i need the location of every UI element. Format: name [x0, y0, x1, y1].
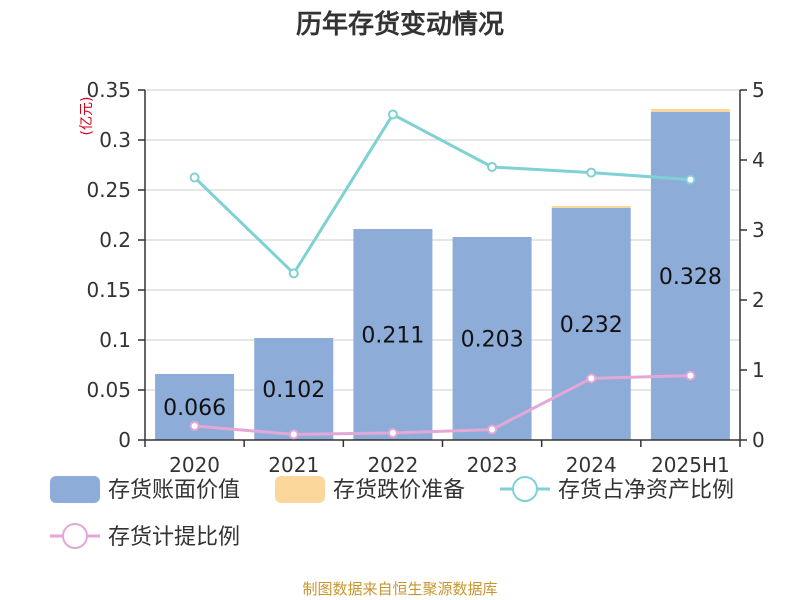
line-point [288, 268, 299, 279]
gridlines [145, 89, 740, 441]
y-left-tick-label: 0.2 [99, 228, 131, 252]
line-point [487, 424, 498, 435]
bar-labels-group: 0.066 0.102 0.211 0.203 0.232 0.328 [163, 265, 722, 421]
y-left-tick-label: 0.3 [99, 128, 131, 152]
bar-book-value [254, 338, 334, 440]
bar-data-label: 0.102 [262, 378, 325, 403]
bar-impairment-reserve [551, 206, 631, 208]
x-tick-label: 2022 [367, 453, 418, 477]
line-point [487, 162, 498, 172]
legend-label: 存货占净资产比例 [558, 478, 734, 503]
x-tick-label: 2021 [268, 453, 319, 477]
y-right-tick-label: 4 [752, 148, 765, 172]
y-right-tick-label: 3 [752, 218, 765, 242]
y-left-tick-label: 0 [118, 428, 131, 452]
bar-data-label: 0.328 [659, 265, 722, 290]
y-right-tick-label: 2 [752, 288, 765, 312]
axes-group: 0 0.05 0.1 0.15 0.2 0.25 0.3 0.35 0 1 2 3 4 5 2020 2021… [86, 78, 764, 477]
line-point [586, 373, 597, 384]
y-left-tick-label: 0.05 [86, 378, 131, 402]
x-tick-label: 2023 [467, 453, 518, 477]
x-tick-label: 2020 [169, 453, 220, 477]
y-left-tick-label: 0.25 [86, 178, 131, 202]
y-left-tick-label: 0.35 [86, 78, 131, 102]
bar-book-value [452, 237, 532, 440]
legend-label: 存货跌价准备 [333, 478, 465, 503]
line-point [387, 428, 398, 438]
source-note: 制图数据来自恒生聚源数据库 [302, 580, 497, 598]
line-inventory-to-net-assets [193, 112, 691, 276]
legend-marker [512, 476, 538, 502]
legend-label: 存货计提比例 [108, 525, 240, 550]
bar-data-label: 0.203 [461, 328, 524, 353]
line-provision-ratio [194, 374, 691, 436]
bar-book-value [353, 229, 433, 440]
y-left-tick-label: 0.1 [99, 328, 131, 352]
legend-marker [62, 523, 88, 549]
chart-title: 历年存货变动情况 [296, 9, 504, 40]
legend-label: 存货账面价值 [108, 478, 240, 503]
bar-book-value [650, 112, 730, 440]
line-point [189, 421, 200, 431]
legend-swatch [275, 476, 325, 503]
y-right-tick-label: 0 [752, 428, 765, 452]
legend-swatch [50, 476, 100, 503]
bar-impairment-reserve [650, 109, 730, 112]
x-tick-label: 2025H1 [651, 453, 730, 477]
line-point [586, 167, 597, 178]
line-point [685, 174, 696, 185]
x-tick-label: 2024 [566, 453, 617, 477]
bar-book-value [551, 208, 631, 440]
y-right-tick-label: 5 [752, 78, 765, 102]
line-point [685, 370, 696, 381]
y-right-tick-label: 1 [752, 358, 765, 382]
line-point [387, 109, 398, 120]
bar-data-label: 0.232 [560, 313, 623, 338]
bars-group [155, 109, 730, 440]
y-left-tick-label: 0.15 [86, 278, 131, 302]
line-point [288, 429, 299, 440]
lines-group [189, 109, 696, 440]
y-axis-unit-label: (亿元) [79, 97, 95, 136]
bar-data-label: 0.211 [361, 324, 424, 349]
bar-data-label: 0.066 [163, 396, 226, 421]
line-point [189, 172, 200, 183]
